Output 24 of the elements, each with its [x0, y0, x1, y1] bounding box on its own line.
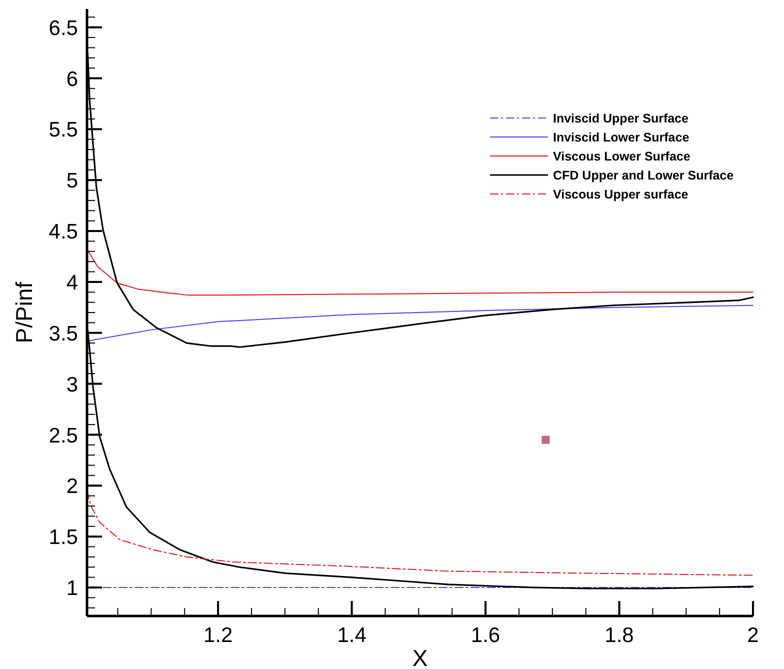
legend-label: CFD Upper and Lower Surface	[553, 168, 734, 182]
x-tick-label: 1.2	[203, 624, 233, 647]
x-axis-title: X	[412, 645, 428, 669]
y-tick-label: 1	[66, 577, 78, 600]
y-tick-label: 4	[66, 272, 78, 295]
y-axis-title: P/Pinf	[11, 281, 37, 344]
y-tick-label: 4.5	[48, 220, 78, 244]
y-tick-label: 1.5	[48, 526, 78, 550]
y-tick-label: 3	[66, 373, 78, 396]
x-tick-label: 2	[747, 624, 759, 647]
legend-label: Viscous Lower Surface	[553, 149, 690, 164]
y-tick-label: 6.5	[48, 16, 78, 40]
x-tick-label: 1.6	[470, 624, 500, 647]
x-tick-label: 1.4	[337, 624, 367, 647]
y-tick-label: 5.5	[48, 118, 78, 142]
y-tick-label: 6	[66, 68, 78, 91]
y-tick-label: 2	[66, 475, 78, 498]
legend-label: Inviscid Upper Surface	[553, 111, 689, 126]
legend-label: Viscous Upper surface	[553, 187, 688, 202]
y-tick-label: 5	[66, 170, 78, 193]
y-tick-label: 3.5	[48, 322, 78, 346]
x-tick-label: 1.8	[604, 624, 634, 647]
y-tick-label: 2.5	[48, 424, 78, 448]
legend-label: Inviscid Lower Surface	[553, 130, 690, 144]
